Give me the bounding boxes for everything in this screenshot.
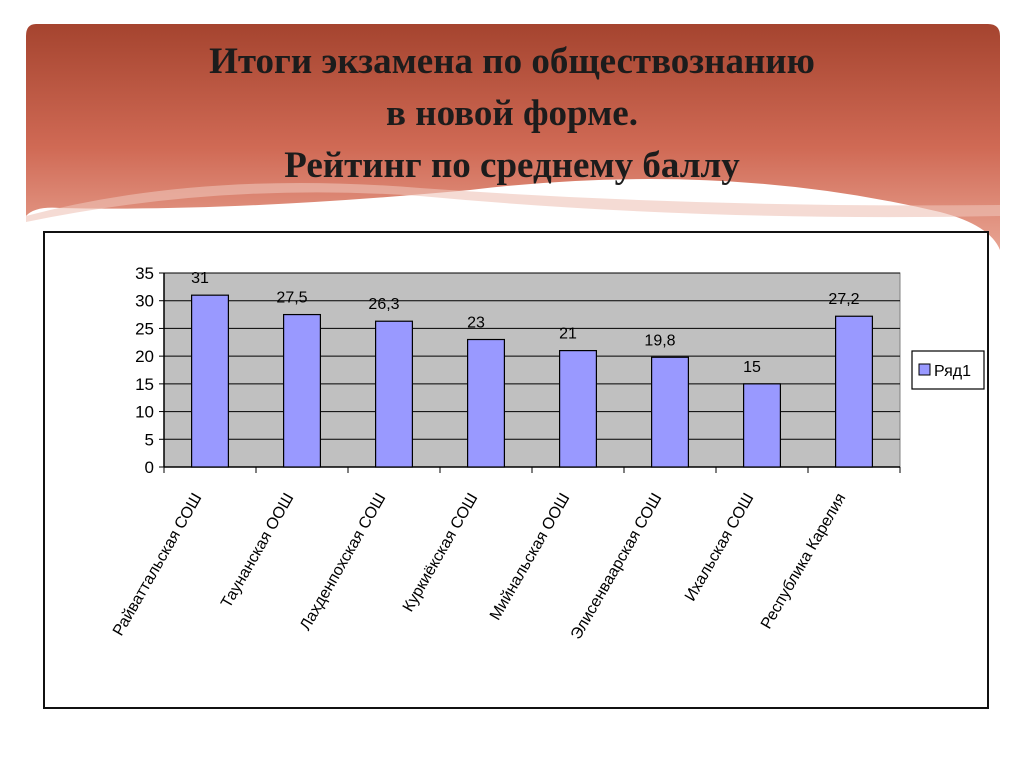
- chart-frame: 0 5 10 15 20 25 30 35 31 Райваттальская СОШ 27,5 Та…: [43, 231, 989, 709]
- y-tick-label: 25: [135, 319, 154, 338]
- y-tick-label: 0: [145, 458, 154, 477]
- data-label: 27,2: [828, 291, 859, 308]
- title-line-2: в новой форме.: [386, 93, 638, 134]
- category-label: Лахденпохская СОШ: [297, 491, 389, 634]
- bar: [191, 294, 230, 468]
- category-label: Мийнальская ООШ: [487, 491, 573, 624]
- bar: [558, 349, 597, 468]
- title-line-3: Рейтинг по среднему баллу: [284, 145, 740, 186]
- y-tick-label: 20: [135, 347, 154, 366]
- category-label: Элисенваарская СОШ: [568, 491, 666, 643]
- y-tick-label: 10: [135, 403, 154, 422]
- bar: [742, 383, 781, 468]
- y-tick-label: 15: [135, 375, 154, 394]
- data-label: 15: [743, 359, 761, 376]
- data-label: 23: [467, 315, 485, 332]
- legend-label: Ряд1: [934, 363, 971, 380]
- legend-swatch: [918, 363, 931, 376]
- bar: [375, 320, 414, 468]
- data-label: 31: [191, 270, 209, 287]
- title-banner: [26, 24, 1000, 250]
- y-tick-label: 5: [145, 430, 154, 449]
- y-tick-label: 30: [135, 292, 154, 311]
- data-label: 19,8: [644, 332, 675, 349]
- category-label: Ихальская СОШ: [682, 491, 758, 605]
- bar: [650, 356, 689, 468]
- data-label: 27,5: [276, 290, 307, 307]
- y-tick-label: 35: [135, 264, 154, 283]
- data-label: 21: [559, 326, 577, 343]
- category-label: Куркиёкская СОШ: [400, 491, 482, 615]
- slide-title: Итоги экзамена по обществознанию в новой…: [0, 36, 1024, 192]
- plot-area: [163, 272, 901, 468]
- bar: [283, 313, 322, 468]
- data-label: 26,3: [368, 296, 399, 313]
- bar-chart: 0 5 10 15 20 25 30 35 31 Райваттальская СОШ 27,5 Та…: [110, 264, 985, 643]
- category-label: Таунанская ООШ: [218, 491, 297, 611]
- title-line-1: Итоги экзамена по обществознанию: [209, 41, 815, 82]
- category-label: Республика Карелия: [758, 491, 849, 632]
- bar: [834, 315, 873, 468]
- bar: [467, 338, 506, 468]
- category-label: Райваттальская СОШ: [110, 491, 206, 639]
